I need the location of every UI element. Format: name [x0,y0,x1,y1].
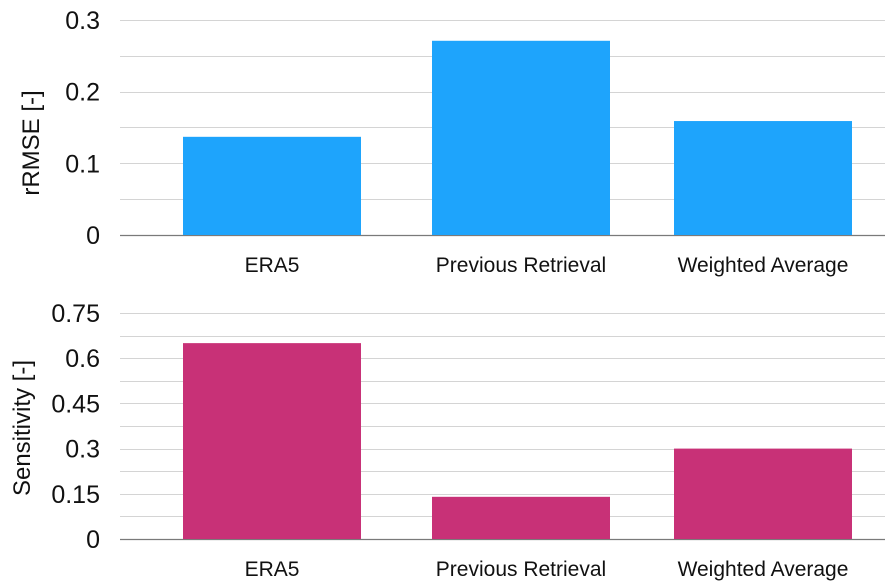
rrmse-axis-title: rRMSE [-] [18,90,45,195]
rrmse-bar-era5 [183,136,361,235]
sensitivity-panel: 0 0.15 0.3 0.45 0.6 0.75 ERA5 Previous Retriev… [9,300,885,581]
rrmse-category-label: Previous Retrieval [436,254,606,277]
sensitivity-bar-era5 [183,343,361,539]
rrmse-panel: 0 0.1 0.2 0.3 ERA5 Previous Retrieval Weighte… [18,7,885,277]
sensitivity-y-tick-label: 0.6 [65,345,100,373]
rrmse-bar-previous-retrieval [432,40,610,236]
rrmse-y-tick-label: 0 [86,222,100,250]
rrmse-y-tick-label: 0.2 [65,79,100,107]
sensitivity-y-tick-label: 0.75 [51,300,100,328]
rrmse-y-tick-label: 0.3 [65,7,100,35]
sensitivity-y-tick-label: 0 [86,526,100,554]
rrmse-y-tick-label: 0.1 [65,150,100,178]
sensitivity-y-tick-label: 0.45 [51,390,100,418]
sensitivity-axis-title: Sensitivity [-] [9,360,36,496]
sensitivity-bars [183,343,852,539]
sensitivity-category-label: ERA5 [245,558,300,581]
sensitivity-y-tick-label: 0.3 [65,436,100,464]
sensitivity-category-label: Weighted Average [678,558,849,581]
sensitivity-y-tick-labels: 0 0.15 0.3 0.45 0.6 0.75 [51,300,100,554]
sensitivity-bar-previous-retrieval [432,496,610,539]
rrmse-bar-weighted-average [674,121,852,235]
rrmse-category-labels: ERA5 Previous Retrieval Weighted Average [245,254,849,277]
rrmse-y-tick-labels: 0 0.1 0.2 0.3 [65,7,100,250]
sensitivity-bar-weighted-average [674,448,852,539]
sensitivity-y-tick-label: 0.15 [51,481,100,509]
sensitivity-category-label: Previous Retrieval [436,558,606,581]
rrmse-category-label: Weighted Average [678,254,849,277]
rrmse-category-label: ERA5 [245,254,300,277]
rrmse-bars [183,40,852,236]
sensitivity-category-labels: ERA5 Previous Retrieval Weighted Average [245,558,849,581]
